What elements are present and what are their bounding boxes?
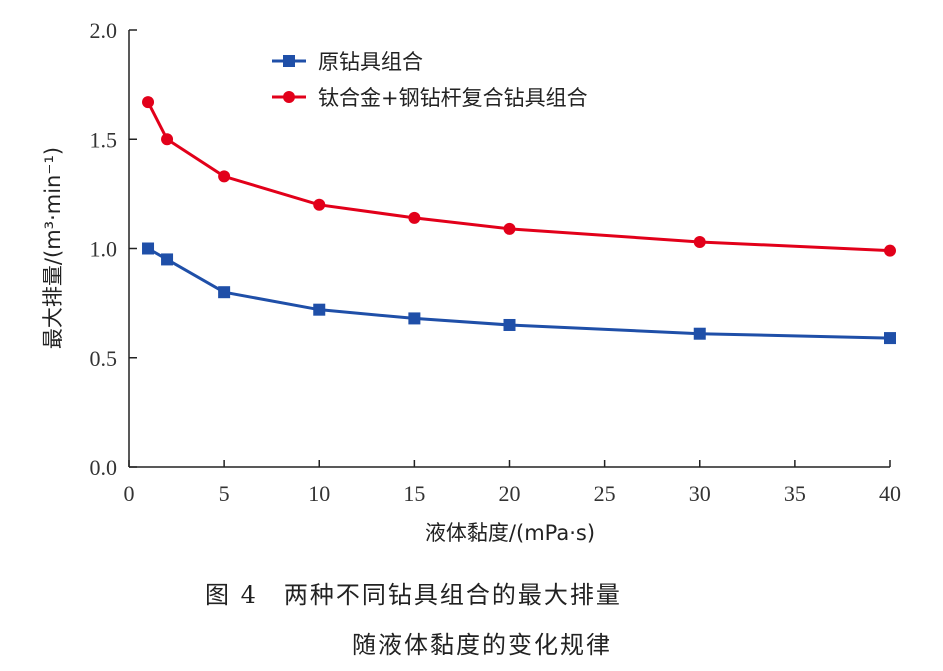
data-point-square [503, 318, 516, 331]
data-point-circle [313, 198, 326, 211]
axes: 0 5 10 15 20 25 30 35 40 0.0 0.5 1.0 1.5 2.0 [90, 18, 902, 506]
series-layer [142, 96, 896, 345]
series-line-0 [147, 247, 891, 340]
x-tick-label: 35 [784, 481, 806, 506]
data-point-square [161, 253, 174, 266]
data-point-circle [884, 244, 896, 257]
x-tick-label: 20 [499, 481, 521, 506]
data-point-square [884, 332, 896, 345]
data-point-circle [142, 96, 155, 109]
x-axis-label: 液体黏度/(mPa·s) [425, 521, 595, 545]
legend-label-1: 钛合金+钢钻杆复合钻具组合 [318, 86, 588, 110]
data-point-circle [218, 170, 231, 183]
data-point-square [142, 242, 155, 255]
data-point-circle [503, 222, 516, 235]
y-tick-label: 2.0 [90, 18, 118, 43]
series-line-1 [146, 101, 891, 253]
x-tick-label: 0 [124, 481, 135, 506]
y-tick-label: 0.0 [90, 455, 118, 480]
x-tick-label: 15 [403, 481, 425, 506]
x-tick-label: 40 [879, 481, 901, 506]
data-point-square [693, 327, 706, 340]
data-point-square [218, 286, 231, 299]
legend-marker-square [283, 55, 295, 67]
data-point-circle [161, 133, 174, 146]
caption-line-2: 随液体黏度的变化规律 [352, 631, 612, 659]
y-axis-label: 最大排量/(m³·min⁻¹) [41, 147, 65, 349]
data-point-circle [408, 211, 421, 224]
x-tick-label: 5 [219, 481, 230, 506]
y-tick-label: 1.0 [90, 237, 118, 262]
x-tick-label: 30 [689, 481, 711, 506]
legend-marker-circle [283, 91, 295, 103]
data-point-square [408, 312, 421, 325]
data-point-circle [693, 235, 706, 248]
caption-line-1: 图 4 两种不同钻具组合的最大排量 [205, 581, 622, 609]
y-tick-label: 0.5 [90, 346, 118, 371]
y-tick-label: 1.5 [90, 127, 118, 152]
data-point-square [313, 303, 326, 316]
x-tick-label: 25 [594, 481, 616, 506]
legend-label-0: 原钻具组合 [318, 50, 423, 74]
x-tick-label: 10 [308, 481, 330, 506]
